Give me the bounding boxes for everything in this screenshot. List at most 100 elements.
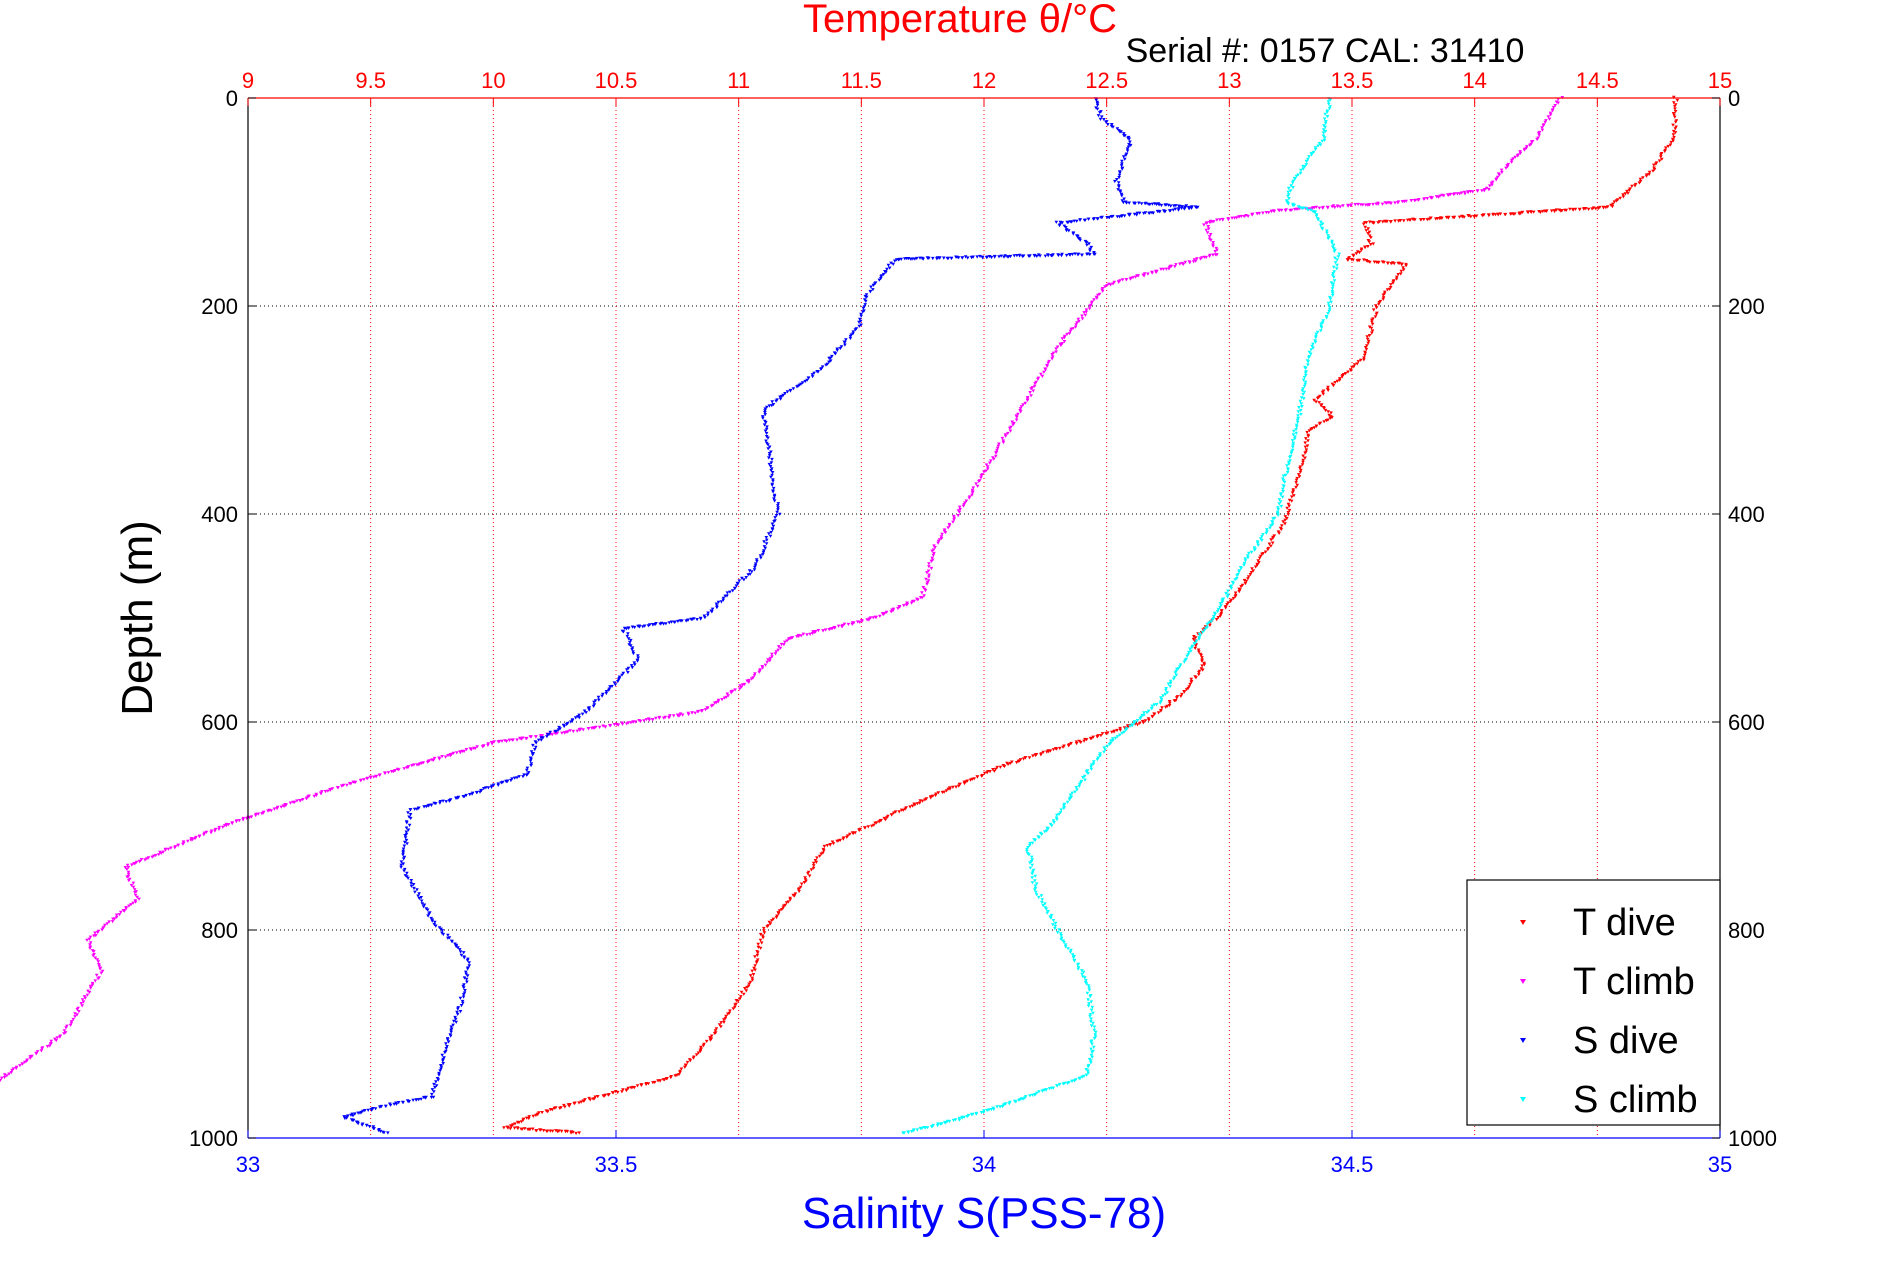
data-point (607, 688, 611, 692)
data-point (1540, 126, 1544, 130)
data-point (365, 1123, 369, 1128)
data-point (1325, 115, 1330, 119)
data-point (1257, 556, 1262, 560)
data-point (783, 640, 787, 644)
data-point (1127, 201, 1131, 205)
data-point (773, 516, 777, 520)
data-point (75, 1008, 80, 1012)
data-point (751, 973, 756, 977)
data-point (202, 833, 206, 837)
data-point (372, 775, 376, 779)
data-point (750, 976, 755, 980)
data-point (1078, 218, 1082, 222)
data-point (1194, 639, 1199, 643)
data-point (1006, 762, 1010, 767)
data-point (1366, 341, 1370, 345)
data-point (662, 716, 666, 720)
series-t-climb (0, 96, 1565, 1082)
data-point (1328, 297, 1333, 301)
data-point (1089, 767, 1094, 771)
data-point (1469, 215, 1473, 219)
data-point (1226, 593, 1230, 597)
data-point (1188, 261, 1192, 265)
data-point (1090, 1055, 1094, 1059)
data-point (1008, 761, 1012, 766)
data-point (1285, 516, 1289, 521)
data-point (69, 1020, 74, 1024)
data-point (939, 537, 944, 541)
data-point (935, 1124, 940, 1128)
data-point (625, 634, 630, 639)
data-point (916, 598, 920, 602)
data-point (675, 713, 680, 717)
data-point (929, 566, 934, 571)
data-point (568, 729, 572, 733)
data-point (1246, 575, 1251, 579)
data-point (1062, 804, 1066, 808)
data-point (1318, 143, 1323, 147)
data-point (620, 673, 624, 677)
data-point (691, 1056, 696, 1060)
data-point (1104, 731, 1108, 736)
data-point (1015, 415, 1019, 419)
data-point (88, 935, 93, 939)
data-point (553, 729, 557, 734)
data-point (1335, 267, 1339, 271)
data-point (1309, 352, 1313, 356)
data-point (534, 745, 538, 749)
data-point (662, 1078, 667, 1082)
data-point (1330, 205, 1334, 209)
data-point (770, 400, 774, 404)
data-point (1669, 140, 1673, 145)
data-point (437, 1073, 441, 1077)
data-point (1618, 196, 1622, 200)
data-point (454, 945, 458, 949)
data-point (1316, 218, 1320, 222)
data-point (1225, 595, 1230, 599)
data-point (146, 856, 151, 860)
data-point (951, 1118, 956, 1123)
temperature-tick-label: 14.5 (1576, 68, 1619, 93)
data-point (1500, 170, 1504, 175)
data-point (616, 680, 620, 684)
data-point (1001, 439, 1006, 443)
data-point (706, 706, 710, 710)
data-point (1373, 315, 1378, 319)
data-point (1030, 858, 1034, 862)
data-point (288, 801, 293, 805)
data-point (461, 951, 466, 955)
data-point (1081, 970, 1086, 974)
data-point (1644, 174, 1649, 178)
data-point (1028, 842, 1032, 846)
data-point (1369, 243, 1373, 247)
data-point (1049, 254, 1053, 258)
data-point (110, 920, 115, 924)
data-point (1081, 975, 1085, 979)
data-point (1215, 218, 1219, 222)
data-point (758, 938, 763, 942)
data-point (91, 954, 95, 958)
data-point (1299, 412, 1303, 417)
data-point (1317, 206, 1322, 210)
data-point (785, 639, 789, 643)
data-point (1381, 293, 1386, 297)
data-point (1192, 642, 1197, 646)
data-point (571, 1130, 575, 1134)
data-point (1023, 756, 1028, 760)
data-point (323, 790, 328, 794)
data-point (1394, 277, 1399, 281)
data-point (1133, 201, 1137, 206)
data-point (446, 933, 450, 937)
data-point (1012, 254, 1017, 258)
data-point (958, 507, 962, 512)
data-point (922, 1126, 926, 1130)
temperature-tick-label: 13 (1217, 68, 1241, 93)
series-points (0, 95, 1680, 1136)
data-point (1366, 245, 1370, 249)
data-point (222, 824, 227, 828)
data-point (24, 1059, 29, 1063)
data-point (1337, 252, 1341, 256)
data-point (350, 1118, 355, 1122)
data-point (974, 482, 978, 486)
data-point (126, 865, 131, 870)
